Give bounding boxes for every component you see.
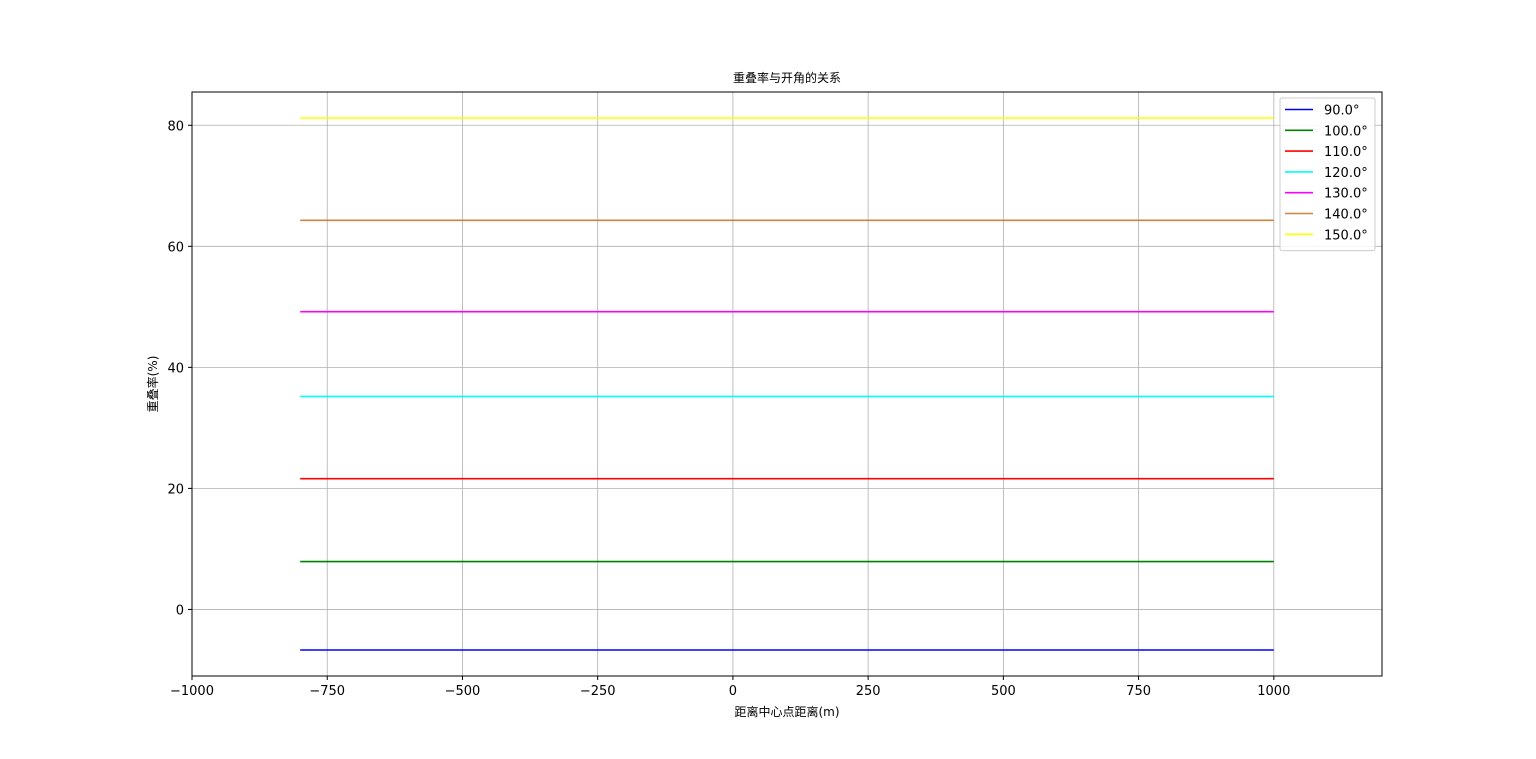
x-tick-label: −750 — [309, 684, 345, 699]
legend-label: 140.0° — [1324, 208, 1368, 223]
legend-label: 120.0° — [1324, 166, 1368, 181]
y-tick-label: 60 — [167, 240, 184, 255]
legend: 90.0° 100.0° 110.0° 120.0° 130.0° 140.0° 150.0… — [1279, 97, 1376, 252]
chart-title: 重叠率与开角的关系 — [733, 70, 841, 85]
x-tick-label: 1000 — [1257, 684, 1290, 699]
x-tick-label: −500 — [445, 684, 481, 699]
legend-label: 110.0° — [1324, 145, 1368, 160]
x-axis: −1000 −750 −500 −250 0 250 500 750 1000 — [170, 676, 1290, 699]
y-axis: 0 20 40 60 80 — [167, 119, 192, 618]
plot-frame — [191, 91, 1383, 677]
x-tick-label: −1000 — [170, 684, 214, 699]
legend-label: 100.0° — [1324, 124, 1368, 139]
y-tick-label: 40 — [167, 361, 184, 376]
x-tick-label: 750 — [1126, 684, 1151, 699]
legend-box — [1279, 97, 1376, 252]
x-tick-label: 250 — [856, 684, 881, 699]
y-tick-label: 0 — [176, 603, 184, 618]
legend-label: 150.0° — [1324, 228, 1368, 243]
x-tick-label: 500 — [991, 684, 1016, 699]
y-tick-label: 80 — [167, 119, 184, 134]
x-tick-label: 0 — [729, 684, 737, 699]
y-tick-label: 20 — [167, 482, 184, 497]
series-layer — [300, 117, 1274, 651]
x-tick-label: −250 — [580, 684, 616, 699]
legend-label: 130.0° — [1324, 187, 1368, 202]
x-axis-label: 距离中心点距离(m) — [734, 704, 839, 719]
y-axis-label: 重叠率(%) — [145, 356, 160, 413]
legend-label: 90.0° — [1324, 104, 1359, 119]
grid — [191, 92, 1382, 676]
